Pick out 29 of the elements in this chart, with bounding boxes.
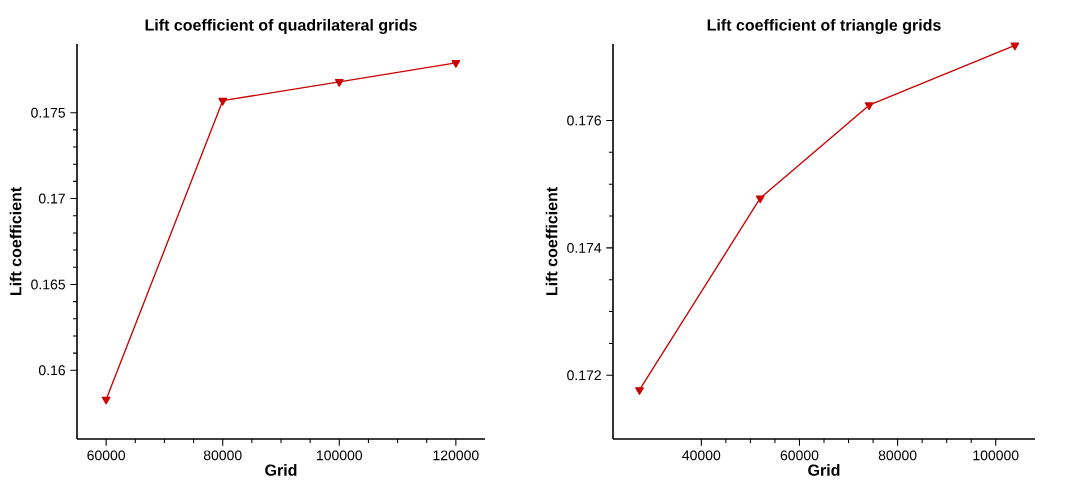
y-tick-label: 0.175: [31, 107, 66, 118]
y-axis-title: Lift coefficient: [9, 187, 22, 296]
point: [101, 396, 111, 405]
x-axis-title: Grid: [808, 464, 840, 476]
point: [334, 78, 344, 87]
x-tick-label: 60000: [780, 450, 819, 461]
point: [864, 102, 874, 111]
y-tick-label: 0.16: [38, 365, 66, 376]
x-tick-label: 40000: [682, 450, 721, 461]
y-tick-label: 0.17: [38, 193, 65, 204]
x-tick-label: 80000: [878, 450, 917, 461]
x-tick-label: 80000: [203, 450, 242, 461]
point: [1010, 42, 1020, 51]
point: [451, 60, 461, 68]
y-tick-label: 0.176: [567, 115, 602, 126]
x-tick-label: 100000: [317, 450, 363, 461]
y-axis-title: Lift coefficient: [545, 187, 558, 296]
point: [218, 97, 228, 106]
point: [635, 387, 644, 395]
x-axis-title: Grid: [265, 464, 297, 476]
x-tick-label: 60000: [87, 450, 126, 461]
y-tick-label: 0.172: [567, 370, 601, 381]
chart-title: Lift coefficient of triangle grids: [707, 18, 941, 34]
y-tick-label: 0.174: [567, 242, 602, 253]
y-tick-label: 0.165: [31, 279, 66, 290]
point: [755, 195, 765, 204]
chart-title: Lift coefficient of quadrilateral grids: [145, 18, 417, 34]
x-tick-label: 100000: [973, 450, 1019, 461]
x-tick-label: 120000: [433, 450, 479, 461]
